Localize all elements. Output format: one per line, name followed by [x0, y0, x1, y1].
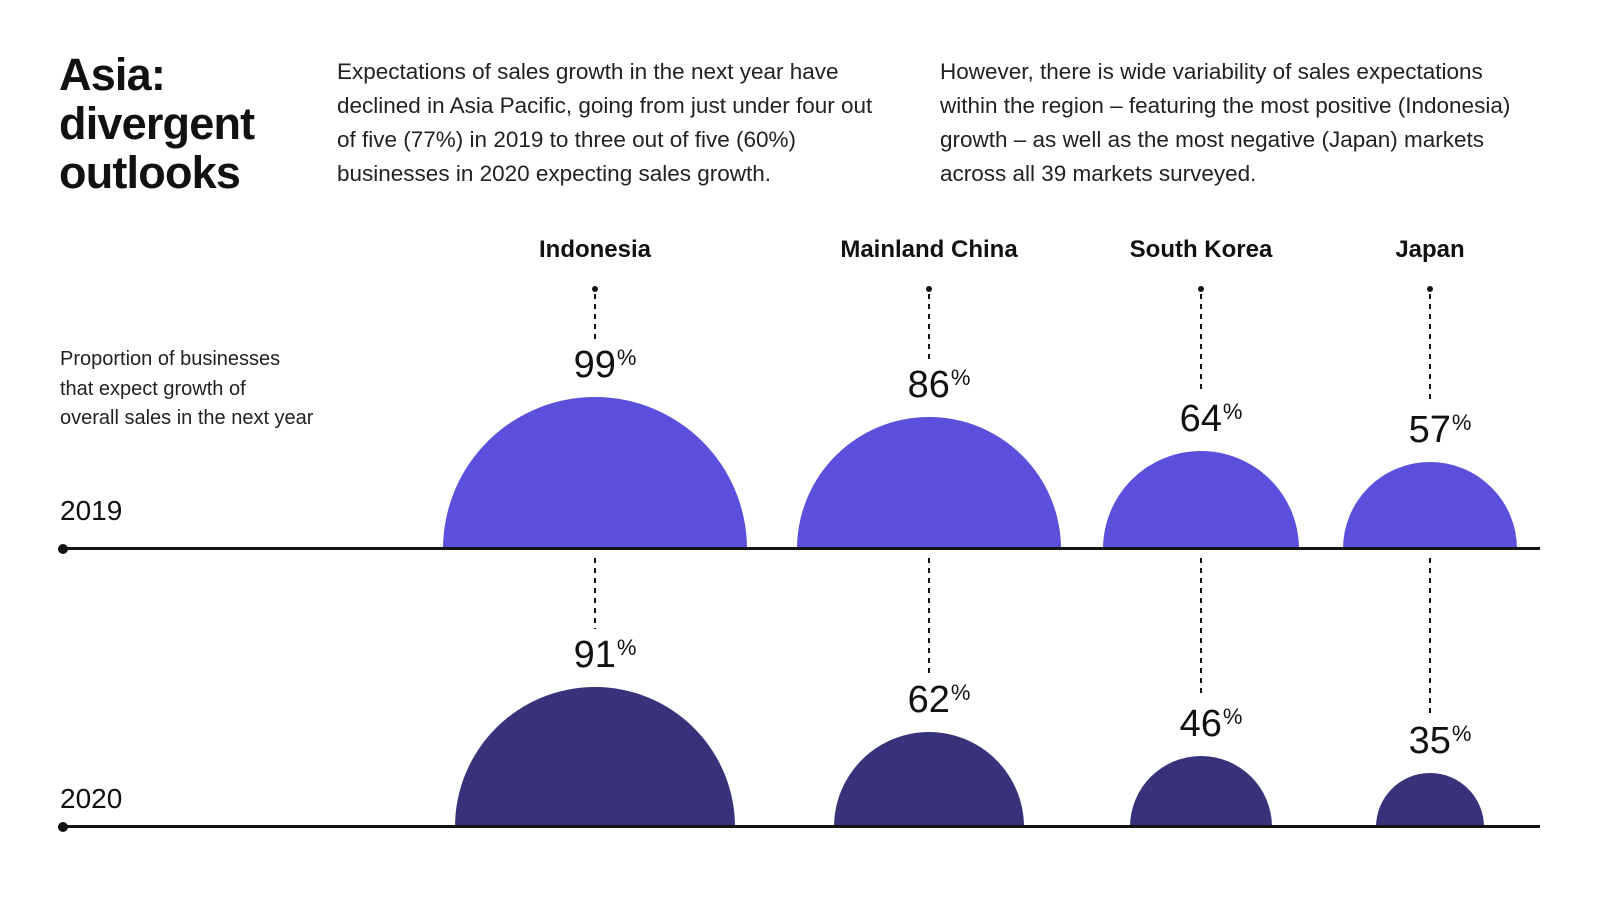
value-number: 46 [1179, 703, 1222, 745]
value-number: 99 [573, 344, 616, 386]
leader-line-2019-south-korea [1200, 294, 1202, 393]
dome-2020-japan [1376, 773, 1484, 827]
value-label-2019-japan: 57% [1340, 410, 1540, 455]
leader-line-2019-japan [1429, 294, 1431, 404]
value-label-2020-japan: 35% [1340, 721, 1540, 766]
dome-2020-south-korea [1130, 756, 1272, 827]
value-label-2019-indonesia: 99% [505, 345, 705, 390]
percent-sign: % [616, 345, 637, 370]
axis-label-line2: that expect growth of [60, 377, 246, 400]
percent-sign: % [1222, 704, 1243, 729]
value-label-2020-mainland-china: 62% [839, 680, 1039, 725]
percent-sign: % [1451, 410, 1472, 435]
value-number: 86 [907, 364, 950, 406]
percent-sign: % [950, 365, 971, 390]
leader-line-2019-indonesia [594, 294, 596, 339]
page-title-line1: Asia: [59, 49, 166, 100]
leader-line-2020-south-korea [1200, 558, 1202, 698]
dome-2019-mainland-china [797, 417, 1061, 549]
axis-label-line3: overall sales in the next year [60, 407, 314, 429]
row-label-2020: 2020 [60, 783, 123, 814]
value-label-2019-mainland-china: 86% [839, 365, 1039, 410]
category-label-south-korea: South Korea [1129, 236, 1273, 263]
leader-line-2020-mainland-china [928, 558, 930, 674]
category-label-indonesia: Indonesia [538, 236, 652, 263]
value-number: 91 [573, 634, 616, 676]
page-title-line2: divergent [59, 98, 255, 149]
baseline-2020 [58, 822, 1540, 832]
value-number: 62 [907, 679, 950, 721]
percent-sign: % [616, 635, 637, 660]
category-label-mainland-china: Mainland China [840, 236, 1018, 263]
leader-line-2019-mainland-china [928, 294, 930, 359]
percent-sign: % [950, 680, 971, 705]
value-number: 35 [1408, 720, 1451, 762]
value-number: 64 [1179, 398, 1222, 440]
category-label-japan: Japan [1395, 236, 1465, 263]
value-number: 57 [1408, 409, 1451, 451]
intro-paragraph-right: However, there is wide variability of sa… [940, 59, 1511, 186]
axis-label-line1: Proportion of businesses [60, 348, 281, 370]
axis-label: Proportion of businesses that expect gro… [60, 345, 313, 434]
leader-line-2020-japan [1429, 558, 1431, 715]
dome-2019-indonesia [443, 397, 747, 549]
category-dot-japan [1427, 286, 1433, 292]
dome-2020-indonesia [455, 687, 735, 827]
value-label-2020-indonesia: 91% [505, 635, 705, 680]
dome-2019-south-korea [1103, 451, 1299, 549]
percent-sign: % [1222, 399, 1243, 424]
percent-sign: % [1451, 721, 1472, 746]
category-dot-south-korea [1198, 286, 1204, 292]
value-label-2019-south-korea: 64% [1111, 399, 1311, 444]
leader-line-2020-indonesia [594, 558, 596, 629]
value-label-2020-south-korea: 46% [1111, 704, 1311, 749]
baseline-2019 [58, 544, 1540, 554]
dome-2020-mainland-china [834, 732, 1024, 827]
dome-2019-japan [1343, 462, 1517, 549]
category-dot-mainland-china [926, 286, 932, 292]
row-label-2019: 2019 [60, 495, 123, 526]
page-title: Asia: divergent outlooks [59, 49, 255, 198]
category-dot-indonesia [592, 286, 598, 292]
intro-paragraph-left: Expectations of sales growth in the next… [337, 59, 873, 186]
page-title-line3: outlooks [59, 147, 241, 198]
